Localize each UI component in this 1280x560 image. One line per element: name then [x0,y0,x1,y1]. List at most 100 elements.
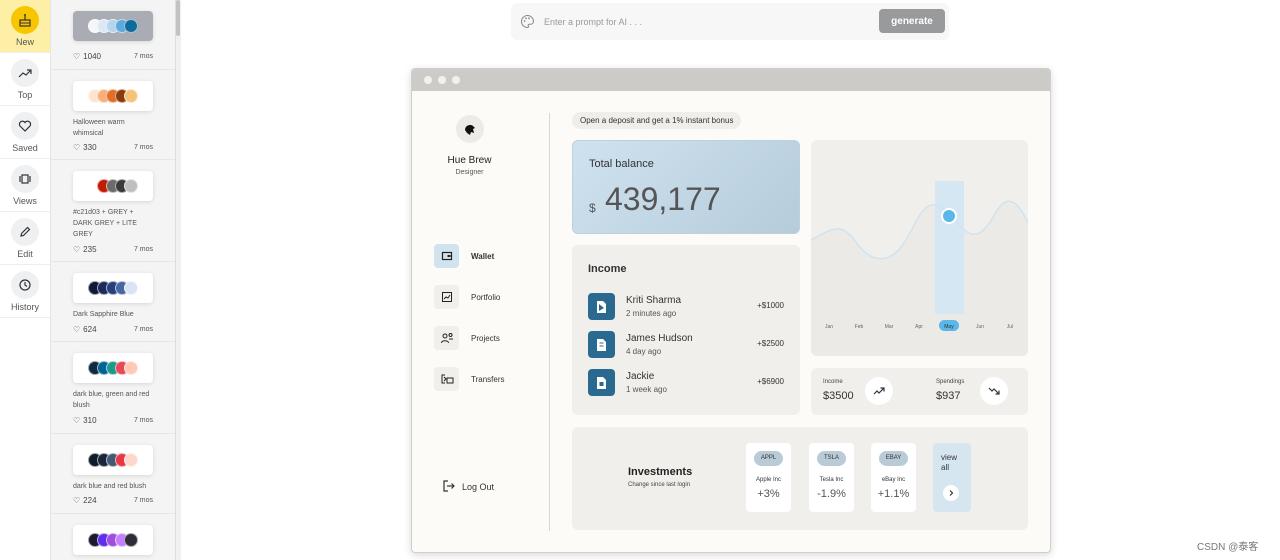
stock-name: eBay Inc [881,477,906,483]
nav-item-portfolio[interactable]: Portfolio [434,285,544,309]
like-button[interactable]: ♡ 624 [73,325,97,334]
palette-swatch[interactable] [73,445,153,475]
palette-swatch[interactable] [73,81,153,111]
palette-meta: ♡ 235 7 mos [73,245,153,254]
palette-card[interactable]: Halloween warm whimsical ♡ 330 7 mos [51,70,175,160]
income-card: Income Kriti Sharma 2 minutes ago +$1000… [572,245,800,415]
like-button[interactable]: ♡ 330 [73,143,97,152]
rail-item-history[interactable]: History [0,265,50,318]
month-label: Mar [885,324,894,330]
document-icon [588,369,615,396]
rail-item-saved[interactable]: Saved [0,106,50,159]
rail-label: Edit [17,248,33,259]
month-label-active: May [944,324,954,330]
palette-age: 7 mos [133,144,153,151]
logout-label: Log Out [462,482,495,492]
income-name: Kriti Sharma [626,295,682,306]
sidebar-divider [549,113,550,531]
palette-swatch[interactable] [73,353,153,383]
stock-ticker: APPL [754,451,783,466]
window-dot [452,76,460,84]
palette-card[interactable] [51,514,175,560]
stock-card-appl[interactable]: APPL Apple Inc +3% [746,443,791,512]
nav-label: Projects [471,333,500,343]
balance-chart: Jan Feb Mar Apr May Jun Jul [811,140,1028,356]
view-all-button[interactable]: view all [933,443,971,512]
palette-swatch[interactable] [73,525,153,555]
highlight-column [935,181,964,314]
palette-age: 7 mos [133,326,153,333]
income-title: Income [588,263,627,275]
color-dot [124,533,138,547]
stats-card: Income $3500 Spendings $937 [811,368,1028,415]
palette-swatch[interactable] [73,171,153,201]
trending-down-icon[interactable] [980,377,1008,405]
avatar[interactable] [456,115,484,143]
stock-change: +1.1% [877,488,910,500]
window-dot [424,76,432,84]
palette-name: Halloween warm whimsical [73,119,125,137]
trending-up-icon[interactable] [865,377,893,405]
color-dot [124,453,138,467]
generate-button[interactable]: generate [879,9,945,33]
chart-point[interactable] [941,208,957,224]
palette-meta: ♡ 310 7 mos [73,416,153,425]
investments-title: Investments [628,466,693,478]
palette-swatch[interactable] [73,273,153,303]
nav-item-wallet[interactable]: Wallet [434,244,544,268]
like-button[interactable]: ♡ 310 [73,416,97,425]
month-label: Jul [1007,324,1013,330]
history-icon [11,270,39,299]
prompt-input[interactable] [544,12,864,32]
palette-name: dark blue, green and red blush [73,391,150,409]
stat-label: Spendings [936,379,965,385]
rail-item-top[interactable]: Top [0,53,50,106]
rail-label: Views [13,195,37,206]
stock-card-tsla[interactable]: TSLA Tesla Inc -1.9% [809,443,854,512]
window-dot [438,76,446,84]
chart-line [811,200,1028,260]
palette-card[interactable]: dark blue and red blush ♡ 224 7 mos [51,434,175,514]
transfer-icon [434,367,459,391]
watermark: CSDN @泰客 [1197,542,1259,553]
logout-button[interactable]: Log Out [442,479,494,495]
rail-label: New [15,36,34,47]
palette-card[interactable]: ♡ 1040 7 mos [51,0,175,70]
prompt-bar: generate [511,3,949,40]
income-row[interactable]: Jackie 1 week ago +$6900 [588,369,784,399]
heart-icon: ♡ [73,416,81,425]
palette-card[interactable]: dark blue, green and red blush ♡ 310 7 mo… [51,342,175,434]
balance-amount: 439,177 [605,181,721,217]
feed-scrollbar-thumb[interactable] [176,0,180,36]
palette-age: 7 mos [133,497,153,504]
income-name: James Hudson [626,333,693,344]
palette-card[interactable]: Dark Sapphire Blue ♡ 624 7 mos [51,262,175,342]
income-amount: +$1000 [757,301,784,310]
palette-meta: ♡ 1040 7 mos [73,52,153,61]
nav-item-transfers[interactable]: Transfers [434,367,544,391]
palette-name: Dark Sapphire Blue [73,311,134,318]
wallet-icon [434,244,459,268]
promo-banner[interactable]: Open a deposit and get a 1% instant bonu… [572,112,742,129]
total-balance-card: Total balance $ 439,177 [572,140,800,234]
rail-item-views[interactable]: Views [0,159,50,212]
month-label: Jan [825,324,833,330]
feed-scrollbar[interactable] [175,0,181,560]
palette-swatch[interactable] [73,11,153,41]
income-row[interactable]: Kriti Sharma 2 minutes ago +$1000 [588,293,784,323]
nav-item-projects[interactable]: Projects [434,326,544,350]
rail-item-new[interactable]: New [0,0,50,53]
rail-item-edit[interactable]: Edit [0,212,50,265]
stat-value: $3500 [823,390,854,402]
color-dot [124,281,138,295]
income-row[interactable]: James Hudson 4 day ago +$2500 [588,331,784,361]
like-button[interactable]: ♡ 224 [73,496,97,505]
color-dot [124,19,138,33]
like-button[interactable]: ♡ 235 [73,245,97,254]
chevron-right-icon[interactable] [943,485,959,501]
palette-age: 7 mos [133,53,153,60]
stock-card-ebay[interactable]: EBAY eBay Inc +1.1% [871,443,916,512]
like-button[interactable]: ♡ 1040 [73,52,101,61]
palette-card[interactable]: #c21d03 + GREY + DARK GREY + LITE GREY ♡… [51,160,175,262]
income-amount: +$6900 [757,377,784,386]
